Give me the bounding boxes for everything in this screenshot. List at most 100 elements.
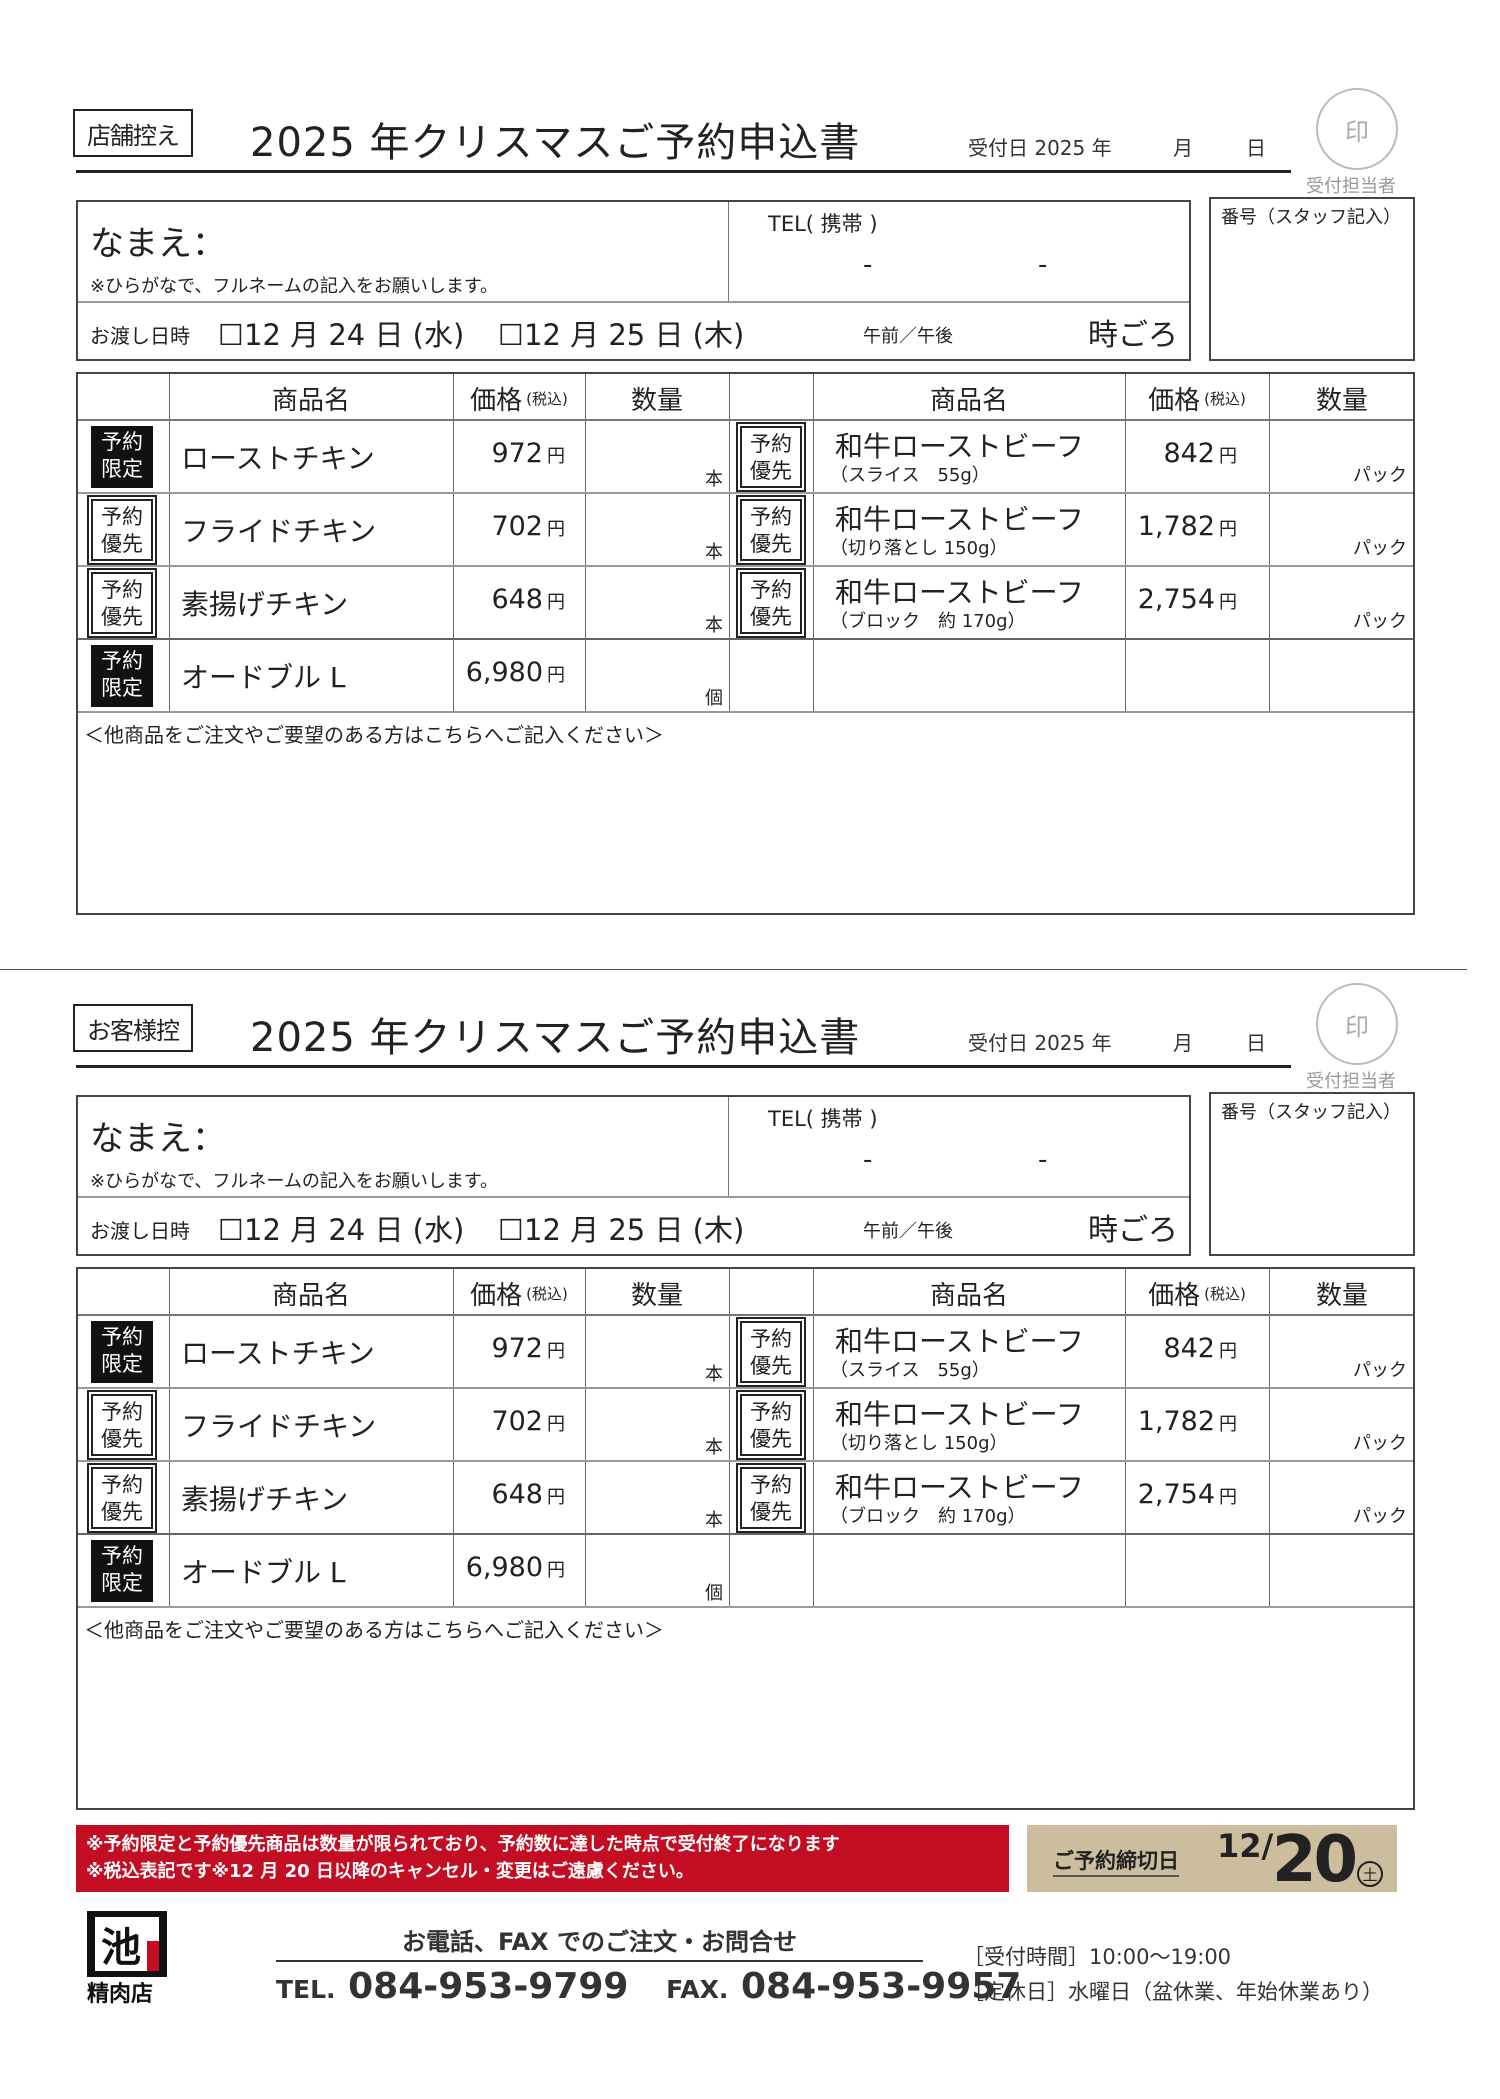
product-name: ローストチキン	[181, 442, 375, 475]
product-name: フライドチキン	[181, 1410, 377, 1443]
yen-label: 円	[547, 665, 565, 686]
date-option-25[interactable]: ☐12 月 25 日 (木)	[498, 318, 745, 352]
price-value: 972	[491, 1333, 543, 1364]
row-line	[78, 565, 1413, 567]
badge-line: 優先	[750, 605, 792, 629]
column-line	[813, 374, 814, 713]
badge-line: 予約	[750, 505, 792, 529]
time-field[interactable]: 時ごろ	[1088, 1213, 1178, 1248]
divider	[78, 1196, 1189, 1198]
column-line	[813, 1269, 814, 1608]
notice-banner: ※予約限定と予約優先商品は数量が限られており、予約数に達した時点で受付終了になり…	[76, 1825, 1009, 1892]
product-spec: （スライス 55g）	[830, 465, 990, 486]
product-price: 1,782 円	[1125, 511, 1237, 542]
svg-text:池: 池	[101, 1925, 141, 1971]
product-spec: （切り落とし 150g）	[830, 538, 1008, 559]
staff-number-label: 番号（スタッフ記入）	[1221, 207, 1401, 228]
product-price: 702 円	[453, 511, 565, 542]
notes-area[interactable]: ＜他商品をご注文やご要望のある方はこちらへご記入ください＞	[84, 1618, 664, 1642]
divider	[78, 301, 1189, 303]
stamp-caption: 受付担当者	[1306, 176, 1396, 197]
column-line	[585, 1269, 586, 1608]
row-line	[78, 1606, 1413, 1608]
badge-line: 優先	[750, 532, 792, 556]
svg-text:精肉店: 精肉店	[87, 1981, 153, 2005]
product-name: 素揚げチキン	[181, 1483, 349, 1516]
product-price: 648 円	[453, 1479, 565, 1510]
badge-line: 予約	[101, 1473, 143, 1497]
price-value: 648	[491, 584, 543, 615]
product-spec: （ブロック 約 170g）	[830, 1506, 1026, 1527]
product-spec: （ブロック 約 170g）	[830, 611, 1026, 632]
product-name: オードブル L	[181, 1556, 346, 1589]
quantity-unit: 本	[705, 1510, 723, 1531]
row-line	[78, 419, 1413, 421]
time-field[interactable]: 時ごろ	[1088, 318, 1178, 353]
quantity-unit: 本	[705, 1437, 723, 1458]
badge-line: 予約	[750, 1400, 792, 1424]
header-product-name: 商品名	[929, 1280, 1008, 1311]
deadline-weekday: 土	[1357, 1861, 1383, 1887]
date-option-24[interactable]: ☐12 月 24 日 (水)	[218, 1213, 465, 1247]
staff-number-box[interactable]: 番号（スタッフ記入）	[1209, 1092, 1415, 1256]
tel-field[interactable]: TEL( 携帯 )	[768, 212, 878, 236]
header-price-label: 価格	[1148, 385, 1201, 416]
ampm-field[interactable]: 午前／午後	[863, 326, 953, 347]
order-table: 商品名 価格 (税込) 数量 商品名 価格 (税込) 数量 予約 限定 ローストチキン 9…	[76, 372, 1415, 915]
product-price: 6,980 円	[453, 657, 565, 688]
quantity-unit: パック	[1353, 1360, 1407, 1381]
product-price: 2,754 円	[1125, 1479, 1237, 1510]
product-name: 和牛ローストビーフ	[835, 1325, 1084, 1358]
badge-priority: 予約 優先	[738, 424, 804, 490]
product-name: オードブル L	[181, 661, 346, 694]
badge-line: 限定	[101, 1352, 143, 1376]
badge-priority: 予約 優先	[738, 1392, 804, 1458]
stamp-caption: 受付担当者	[1306, 1071, 1396, 1092]
quantity-unit: パック	[1353, 611, 1407, 632]
row-line	[78, 1460, 1413, 1462]
business-hours: ［受付時間］10:00〜19:00 ［定休日］水曜日（盆休業、年始休業あり）	[963, 1940, 1383, 2010]
stamp-circle[interactable]: 印	[1316, 983, 1398, 1065]
badge-line: 予約	[750, 432, 792, 456]
stamp-circle[interactable]: 印	[1316, 88, 1398, 170]
tel-separator: -	[863, 250, 873, 280]
header-product-name: 商品名	[271, 385, 350, 416]
date-option-25[interactable]: ☐12 月 25 日 (木)	[498, 1213, 745, 1247]
name-field[interactable]: なまえ：	[90, 224, 226, 264]
badge-line: 予約	[101, 1400, 143, 1424]
tel-field[interactable]: TEL( 携帯 )	[768, 1107, 878, 1131]
yen-label: 円	[1219, 519, 1237, 540]
name-field[interactable]: なまえ：	[90, 1119, 226, 1159]
deadline-box: ご予約締切日 12/ 20 土	[1027, 1823, 1397, 1897]
badge-limited: 予約 限定	[91, 645, 153, 707]
fax-prefix: FAX.	[666, 1975, 729, 2004]
badge-priority: 予約 優先	[738, 1465, 804, 1531]
product-price: 702 円	[453, 1406, 565, 1437]
quantity-unit: 本	[705, 542, 723, 563]
column-line	[453, 374, 454, 713]
product-name: 和牛ローストビーフ	[835, 430, 1084, 463]
date-option-24[interactable]: ☐12 月 24 日 (水)	[218, 318, 465, 352]
contact-divider	[276, 1960, 923, 1962]
notes-area[interactable]: ＜他商品をご注文やご要望のある方はこちらへご記入ください＞	[84, 723, 664, 747]
product-name: 素揚げチキン	[181, 588, 349, 621]
badge-line: 予約	[101, 1325, 143, 1349]
fax-number[interactable]: 084-953-9957	[740, 1966, 1022, 2007]
badge-priority: 予約 優先	[738, 497, 804, 563]
column-line	[1125, 374, 1126, 713]
badge-line: 優先	[750, 459, 792, 483]
deadline-month: 12/	[1217, 1827, 1274, 1865]
ampm-field[interactable]: 午前／午後	[863, 1221, 953, 1242]
staff-number-box[interactable]: 番号（スタッフ記入）	[1209, 197, 1415, 361]
badge-priority: 予約 優先	[89, 1392, 155, 1458]
header-price-label: 価格	[470, 385, 523, 416]
product-price: 842 円	[1125, 1333, 1237, 1364]
price-value: 6,980	[465, 657, 543, 688]
delivery-label: お渡し日時	[90, 324, 190, 348]
yen-label: 円	[547, 1414, 565, 1435]
product-price: 972 円	[453, 438, 565, 469]
price-value: 6,980	[465, 1552, 543, 1583]
tel-separator: -	[863, 1145, 873, 1175]
yen-label: 円	[1219, 446, 1237, 467]
tel-number[interactable]: 084-953-9799	[348, 1966, 629, 2007]
